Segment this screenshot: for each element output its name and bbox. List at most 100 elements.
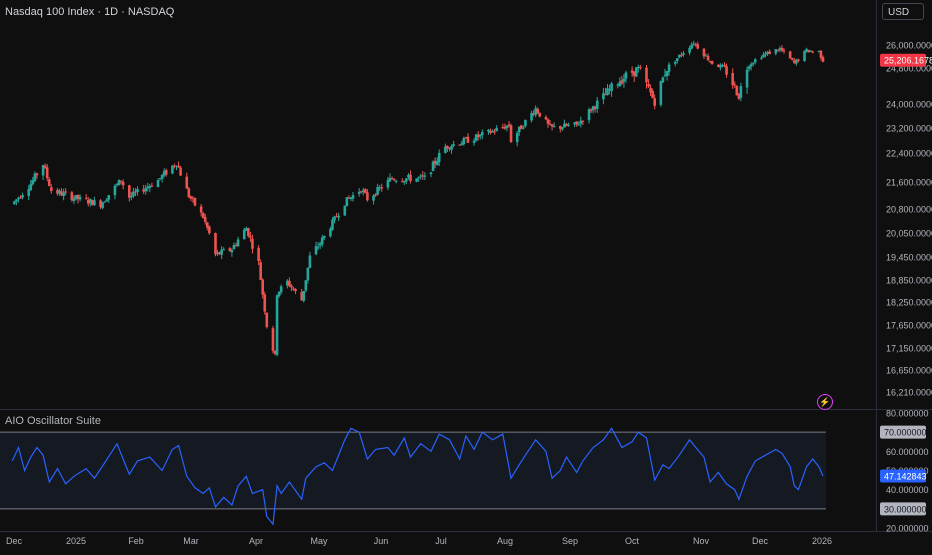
candle-body [17, 197, 20, 200]
candle-body [673, 61, 677, 64]
symbol-title[interactable]: Nasdaq 100 Index · 1D · NASDAQ [5, 6, 175, 18]
candle-body [76, 194, 80, 200]
candle-body [429, 172, 433, 175]
candle-body [244, 228, 248, 231]
candle-body [762, 54, 765, 58]
candle-body [405, 178, 408, 182]
candle-body [423, 175, 427, 177]
candle-body [460, 143, 464, 146]
time-tick-label: Oct [625, 536, 640, 546]
candle-body [394, 180, 398, 182]
candle-body [647, 83, 650, 87]
price-tick-label: 24,800.000000 [886, 64, 932, 74]
candle-body [478, 134, 482, 137]
oscillator-line [11, 427, 824, 526]
candle-body [361, 190, 365, 193]
candle-body [62, 192, 65, 197]
candle-body [419, 175, 423, 177]
candle-body [587, 109, 591, 121]
candle-body [493, 131, 496, 133]
time-axis[interactable]: Dec 2025 Feb Mar Apr May Jun Jul Aug Sep Oct Nov Dec… [6, 536, 832, 546]
candle-body [474, 134, 478, 141]
candle-body [565, 123, 568, 126]
candle-body [306, 267, 310, 281]
price-axis[interactable]: 26,000.000000 24,800.000000 24,000.000000 2… [886, 41, 932, 398]
candle-body [127, 185, 131, 198]
candle-body [320, 237, 324, 245]
candle-body [378, 187, 381, 189]
candle-body [610, 83, 613, 91]
candle-body [400, 181, 404, 183]
candle-body [515, 132, 519, 143]
candle-body [99, 200, 102, 207]
candle-body [234, 245, 238, 247]
candle-body [819, 50, 823, 58]
candle-body [735, 86, 739, 96]
oscillator-title[interactable]: AIO Oscillator Suite [5, 415, 101, 427]
candle-body [591, 106, 595, 111]
candle-body [58, 190, 61, 194]
candle-body [187, 188, 191, 198]
candle-body [717, 64, 720, 68]
candle-body [733, 84, 737, 86]
candle-body [466, 136, 470, 143]
currency-button[interactable]: USD [882, 3, 924, 20]
candle-body [205, 222, 209, 228]
candle-body [489, 130, 492, 133]
candle-body [236, 239, 240, 247]
candle-body [546, 119, 550, 124]
price-tick-label: 17,150.000000 [886, 344, 932, 354]
time-tick-label: Aug [497, 536, 513, 546]
candle-body [175, 165, 178, 167]
candle-body [91, 199, 94, 206]
candle-body [768, 51, 771, 55]
candle-body [189, 196, 193, 199]
time-tick-label: May [310, 536, 328, 546]
candle-body [78, 196, 82, 200]
candle-body [203, 216, 207, 222]
candle-body [487, 129, 490, 132]
candle-body [366, 192, 369, 201]
candle-body [173, 165, 176, 167]
candle-body [753, 59, 757, 63]
candle-body [604, 94, 607, 96]
candle-body [294, 289, 297, 292]
candle-body [602, 93, 605, 100]
candle-body [776, 49, 780, 51]
candle-body [29, 184, 33, 191]
candle-body [300, 292, 303, 301]
candle-body [766, 51, 769, 55]
candle-body [548, 123, 552, 125]
upper-level-badge-bg [880, 425, 926, 439]
time-tick-label: 2025 [66, 536, 86, 546]
candle-body [47, 179, 51, 187]
candle-body [347, 197, 351, 199]
candle-body [403, 180, 406, 183]
candle-body [392, 179, 396, 181]
candle-body [93, 200, 96, 206]
candle-body [446, 145, 449, 149]
candle-body [288, 280, 291, 287]
candle-body [259, 262, 262, 280]
lightning-bolt-icon[interactable]: ⚡ [817, 394, 833, 410]
candle-body [331, 219, 334, 230]
candle-body [33, 173, 37, 182]
candle-body [89, 199, 92, 204]
candle-body [721, 65, 724, 67]
candle-body [171, 165, 174, 174]
candle-body [316, 246, 320, 248]
candle-body [573, 122, 576, 125]
candle-body [249, 236, 252, 238]
candle-body [308, 255, 312, 268]
upper-level-badge: 70.000000 [884, 428, 927, 438]
candle-body [273, 350, 277, 354]
candle-body [620, 80, 624, 84]
candle-body [507, 124, 511, 126]
last-price-badge-bg [880, 53, 926, 67]
candle-body [725, 66, 728, 75]
price-tick-label: 18,850.000000 [886, 276, 932, 286]
candle-body [702, 48, 706, 57]
candle-body [407, 174, 410, 178]
